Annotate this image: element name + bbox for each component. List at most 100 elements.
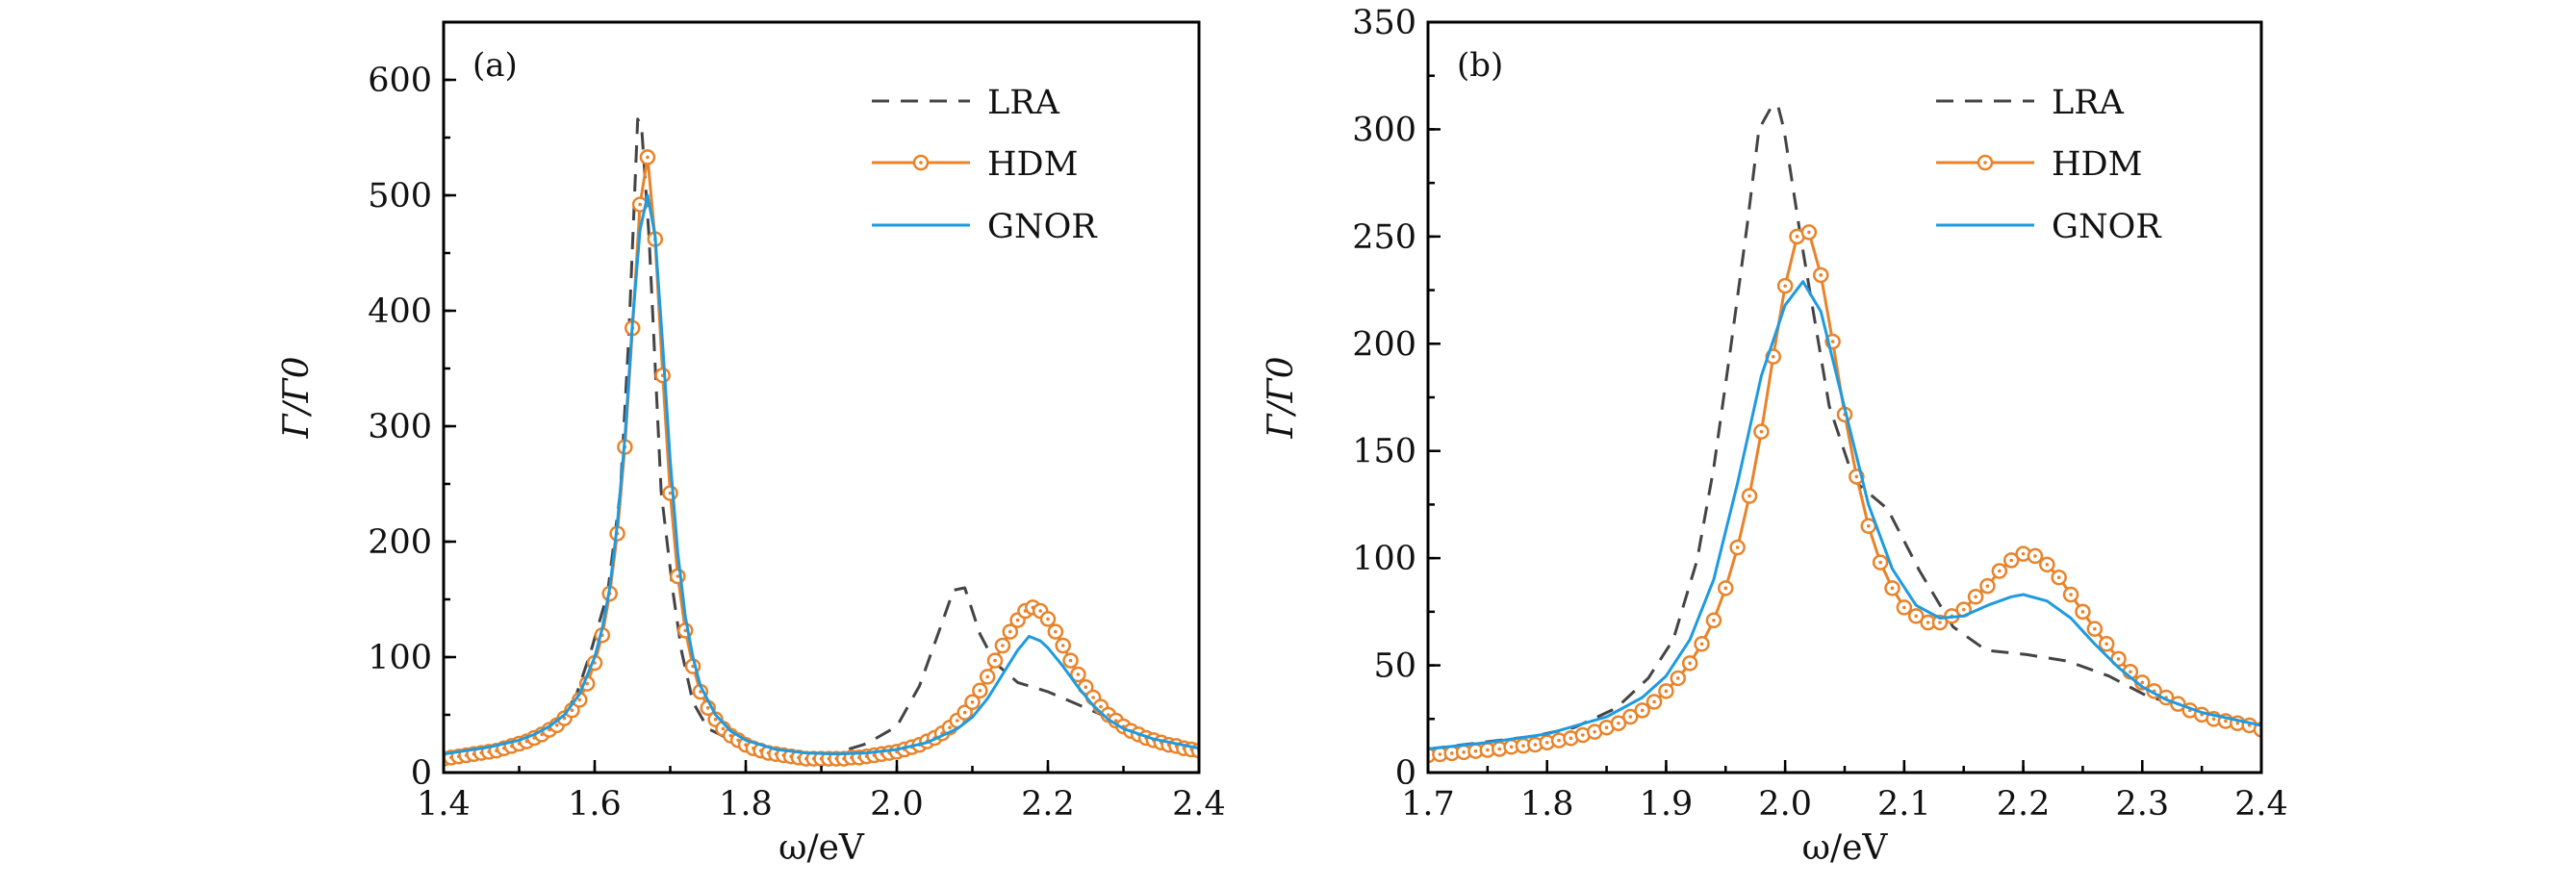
marker-dot bbox=[1581, 733, 1585, 737]
y-tick-label: 0 bbox=[1395, 754, 1416, 793]
y-tick-label: 100 bbox=[1352, 540, 1416, 578]
data-point-hdm bbox=[2062, 586, 2079, 603]
data-point-hdm bbox=[1800, 224, 1818, 241]
marker-dot bbox=[668, 491, 673, 495]
marker-dot bbox=[1926, 621, 1930, 624]
legend: LRA HDM GNOR bbox=[872, 84, 1098, 246]
data-point-hdm bbox=[1055, 637, 1071, 654]
panel-a: 1.4 1.6 1.8 2.0 2.2 2.4 0 100 200 300 400 500 600 ω/e… bbox=[277, 20, 1226, 868]
marker-dot bbox=[1890, 586, 1895, 591]
data-point-hdm bbox=[979, 669, 996, 685]
y-tick-label: 150 bbox=[1352, 433, 1416, 471]
marker-dot bbox=[683, 628, 687, 633]
panel-label: (b) bbox=[1457, 46, 1503, 85]
y-tick-label: 250 bbox=[1352, 218, 1416, 257]
legend-label: GNOR bbox=[987, 208, 1098, 246]
marker-dot bbox=[962, 710, 967, 715]
marker-dot bbox=[1688, 661, 1692, 666]
data-point-hdm bbox=[1694, 636, 1710, 652]
marker-dot bbox=[1723, 586, 1728, 591]
marker-dot bbox=[1462, 750, 1466, 754]
legend-label: HDM bbox=[2052, 145, 2142, 184]
marker-dot bbox=[1795, 235, 1799, 239]
marker-dot bbox=[1854, 474, 1859, 479]
y-tick-label: 200 bbox=[368, 523, 432, 562]
marker-dot bbox=[1640, 708, 1645, 713]
marker-dot bbox=[1902, 605, 1906, 610]
data-point-hdm bbox=[1991, 563, 2008, 579]
marker-dot bbox=[713, 718, 718, 722]
marker-dot bbox=[2235, 721, 2240, 725]
marker-dot bbox=[1449, 751, 1454, 755]
x-tick-label: 2.3 bbox=[2115, 785, 2169, 824]
y-tick-label: 50 bbox=[1373, 647, 1416, 686]
data-point-hdm bbox=[1670, 670, 1687, 687]
marker-dot bbox=[978, 689, 982, 693]
y-tick-label: 600 bbox=[368, 62, 432, 100]
legend-item-hdm: HDM bbox=[1936, 145, 2142, 184]
marker-dot bbox=[1486, 748, 1490, 752]
data-point-hdm bbox=[964, 694, 981, 711]
marker-dot bbox=[1509, 745, 1514, 749]
panel-b: 1.7 1.8 1.9 2.0 2.1 2.2 2.3 2.4 0 50 100 150 200 250 3… bbox=[1262, 4, 2288, 868]
marker-dot bbox=[1985, 584, 1990, 588]
marker-dot bbox=[1533, 743, 1538, 747]
marker-dot bbox=[948, 725, 952, 729]
data-point-hdm bbox=[1753, 423, 1770, 440]
data-point-hdm bbox=[1872, 554, 1889, 571]
legend-item-gnor: GNOR bbox=[872, 208, 1098, 246]
marker-dot bbox=[2116, 657, 2121, 661]
marker-dot bbox=[1113, 719, 1118, 723]
marker-dot bbox=[570, 708, 574, 712]
marker-dot bbox=[1830, 340, 1835, 343]
marker-dot bbox=[1076, 672, 1081, 676]
marker-dot bbox=[1544, 741, 1549, 745]
marker-dot bbox=[1569, 736, 1573, 741]
marker-dot bbox=[2140, 680, 2145, 685]
data-point-hdm bbox=[2015, 545, 2031, 562]
x-tick-label: 2.2 bbox=[1997, 785, 2051, 824]
y-tick-label: 350 bbox=[1352, 4, 1416, 42]
legend-item-gnor: GNOR bbox=[1936, 208, 2162, 246]
marker-dot bbox=[1961, 607, 1966, 612]
marker-dot bbox=[585, 681, 589, 686]
y-tick-label: 300 bbox=[368, 408, 432, 446]
marker-dot bbox=[1521, 744, 1525, 748]
marker-dot bbox=[705, 706, 710, 710]
marker-dot bbox=[1735, 545, 1740, 549]
marker-dot bbox=[1664, 689, 1669, 694]
marker-dot bbox=[646, 155, 650, 160]
marker-dot bbox=[1878, 560, 1882, 565]
marker-dot bbox=[1974, 595, 1977, 599]
data-point-hdm bbox=[2098, 636, 2115, 652]
marker-dot bbox=[2021, 551, 2026, 556]
marker-dot bbox=[985, 674, 989, 679]
marker-dot bbox=[1866, 523, 1871, 528]
data-point-hdm bbox=[1047, 623, 1064, 640]
marker-dot bbox=[1998, 569, 2002, 573]
legend-marker-dot bbox=[1983, 161, 1987, 165]
marker-dot bbox=[1938, 621, 1942, 624]
marker-dot bbox=[1107, 713, 1110, 717]
y-tick-label: 0 bbox=[411, 754, 432, 793]
x-tick-label: 1.6 bbox=[568, 785, 622, 824]
legend-label: LRA bbox=[2052, 84, 2125, 122]
marker-dot bbox=[1628, 715, 1633, 719]
series-line-gnor bbox=[444, 193, 1199, 756]
marker-dot bbox=[2069, 593, 2073, 596]
data-point-hdm bbox=[1884, 580, 1900, 596]
legend-item-lra: LRA bbox=[1936, 84, 2125, 122]
marker-dot bbox=[1676, 676, 1680, 680]
marker-dot bbox=[1473, 748, 1478, 753]
series-line-lra bbox=[1428, 104, 2261, 750]
marker-dot bbox=[1438, 752, 1442, 756]
x-tick-label: 1.7 bbox=[1401, 785, 1455, 824]
data-point-hdm bbox=[1622, 708, 1639, 725]
data-point-hdm bbox=[1658, 683, 1674, 699]
marker-dot bbox=[2033, 554, 2037, 558]
data-point-hdm bbox=[1718, 580, 1734, 596]
marker-dot bbox=[1699, 642, 1704, 647]
series-line-gnor bbox=[1428, 280, 2261, 750]
x-tick-label: 1.9 bbox=[1640, 785, 1694, 824]
marker-dot bbox=[2224, 719, 2228, 723]
